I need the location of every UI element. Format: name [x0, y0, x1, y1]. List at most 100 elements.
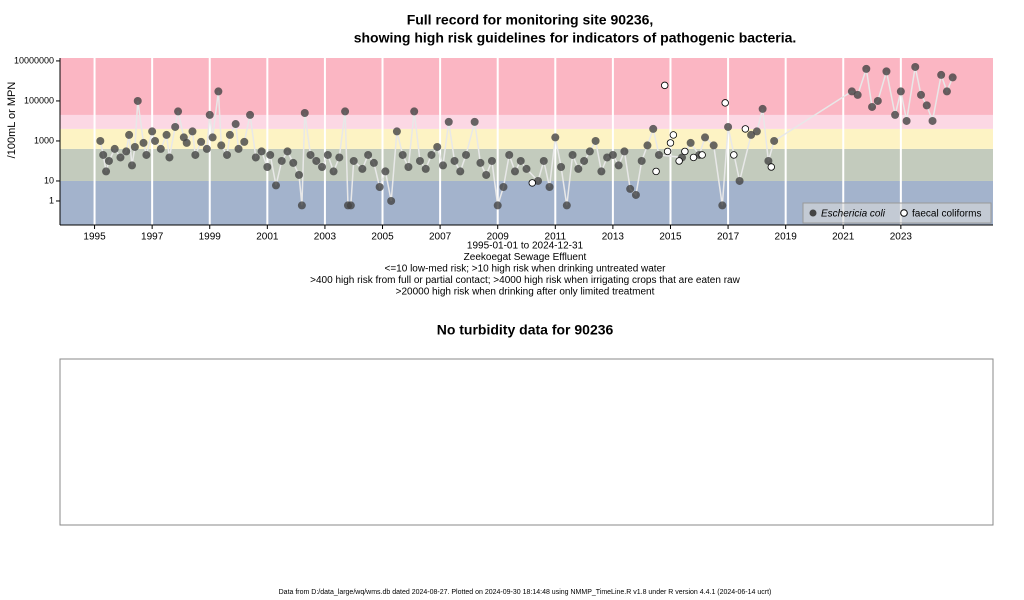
- ecoli-point: [637, 156, 646, 165]
- ecoli-point: [375, 182, 384, 191]
- legend-marker: [900, 209, 908, 217]
- coliform-point: [675, 157, 683, 165]
- ecoli-point: [499, 182, 508, 191]
- ecoli-point: [191, 150, 200, 159]
- ecoli-point: [263, 162, 272, 171]
- chart-title: No turbidity data for 90236: [437, 322, 614, 338]
- caption: 1995-01-01 to 2024-12-31: [467, 241, 584, 252]
- caption: >400 high risk from full or partial cont…: [310, 275, 740, 286]
- ecoli-point: [597, 167, 606, 176]
- ecoli-point: [415, 156, 424, 165]
- ecoli-point: [724, 122, 733, 131]
- ecoli-point: [701, 133, 710, 142]
- ecoli-point: [545, 182, 554, 191]
- ecoli-point: [493, 201, 502, 210]
- x-tick-label: 2019: [775, 232, 798, 243]
- ecoli-point: [764, 156, 773, 165]
- ecoli-point: [626, 184, 635, 193]
- coliform-point: [721, 99, 729, 107]
- ecoli-point: [882, 67, 891, 76]
- coliform-point: [689, 153, 698, 162]
- ecoli-point: [139, 138, 148, 147]
- ecoli-point: [364, 150, 373, 159]
- legend-label: Eschericia coli: [821, 209, 886, 220]
- x-tick-label: 1995: [83, 232, 106, 243]
- ecoli-point: [438, 161, 447, 170]
- ecoli-point: [868, 102, 877, 111]
- ecoli-point: [133, 96, 142, 105]
- ecoli-point: [148, 127, 157, 136]
- ecoli-point: [358, 164, 367, 173]
- ecoli-point: [891, 110, 900, 119]
- ecoli-point: [142, 150, 151, 159]
- y-axis-label: /100mL or MPN: [6, 82, 18, 159]
- ecoli-point: [99, 150, 108, 159]
- ecoli-point: [735, 176, 744, 185]
- empty-panel: [59, 358, 994, 526]
- ecoli-point: [312, 156, 321, 165]
- ecoli-point: [369, 158, 378, 167]
- ecoli-point: [151, 136, 160, 145]
- ecoli-point: [620, 147, 629, 156]
- ecoli-point: [747, 130, 756, 139]
- ecoli-point: [341, 107, 350, 116]
- ecoli-point: [470, 117, 479, 126]
- caption: <=10 low-med risk; >10 high risk when dr…: [385, 264, 667, 275]
- ecoli-point: [614, 161, 623, 170]
- ecoli-point: [306, 150, 315, 159]
- x-tick-label: 2015: [659, 232, 682, 243]
- ecoli-point: [234, 144, 243, 153]
- ecoli-point: [283, 147, 292, 156]
- ecoli-point: [208, 133, 217, 142]
- ecoli-point: [510, 167, 519, 176]
- legend-label: faecal coliforms: [912, 209, 981, 220]
- ecoli-point: [102, 167, 111, 176]
- x-tick-label: 2001: [256, 232, 279, 243]
- ecoli-point: [847, 87, 856, 96]
- ecoli-point: [608, 150, 617, 159]
- coliform-point: [666, 139, 675, 147]
- y-tick-label: 10000000: [14, 55, 54, 65]
- ecoli-point: [225, 130, 234, 139]
- x-tick-label: 2017: [717, 232, 740, 243]
- ecoli-point: [522, 164, 531, 173]
- coliform-point: [741, 125, 750, 133]
- ecoli-point: [770, 136, 779, 145]
- ecoli-point: [505, 150, 514, 159]
- coliform-point: [698, 151, 706, 159]
- x-tick-label: 1999: [199, 232, 222, 243]
- ecoli-point: [392, 127, 401, 136]
- coliform-point: [767, 163, 775, 171]
- caption: >20000 high risk when drinking after onl…: [396, 287, 655, 298]
- ecoli-point: [562, 201, 571, 210]
- coliform-point: [730, 151, 738, 159]
- ecoli-point: [156, 144, 165, 153]
- ecoli-point: [266, 150, 275, 159]
- ecoli-point: [709, 141, 718, 150]
- ecoli-point: [456, 167, 465, 176]
- caption: Zeekoegat Sewage Effluent: [464, 252, 587, 263]
- ecoli-point: [197, 137, 206, 146]
- ecoli-point: [217, 141, 226, 150]
- x-tick-label: 2011: [545, 232, 567, 243]
- ecoli-point: [240, 137, 249, 146]
- x-tick-label: 2013: [602, 232, 625, 243]
- ecoli-point: [349, 156, 358, 165]
- x-tick-label: 2009: [487, 232, 510, 243]
- ecoli-point: [125, 130, 134, 139]
- ecoli-point: [516, 156, 525, 165]
- ecoli-point: [188, 127, 197, 136]
- ecoli-point: [202, 144, 211, 153]
- ecoli-point: [948, 73, 957, 82]
- ecoli-point: [539, 156, 548, 165]
- ecoli-point: [246, 110, 255, 119]
- y-tick-label: 10: [44, 175, 54, 185]
- ecoli-point: [758, 104, 767, 113]
- ecoli-point: [398, 150, 407, 159]
- ecoli-point: [171, 122, 180, 131]
- ecoli-point: [896, 87, 905, 96]
- ecoli-point: [110, 144, 119, 153]
- risk-band: [60, 58, 993, 115]
- ecoli-point: [534, 176, 543, 185]
- ecoli-point: [557, 162, 566, 171]
